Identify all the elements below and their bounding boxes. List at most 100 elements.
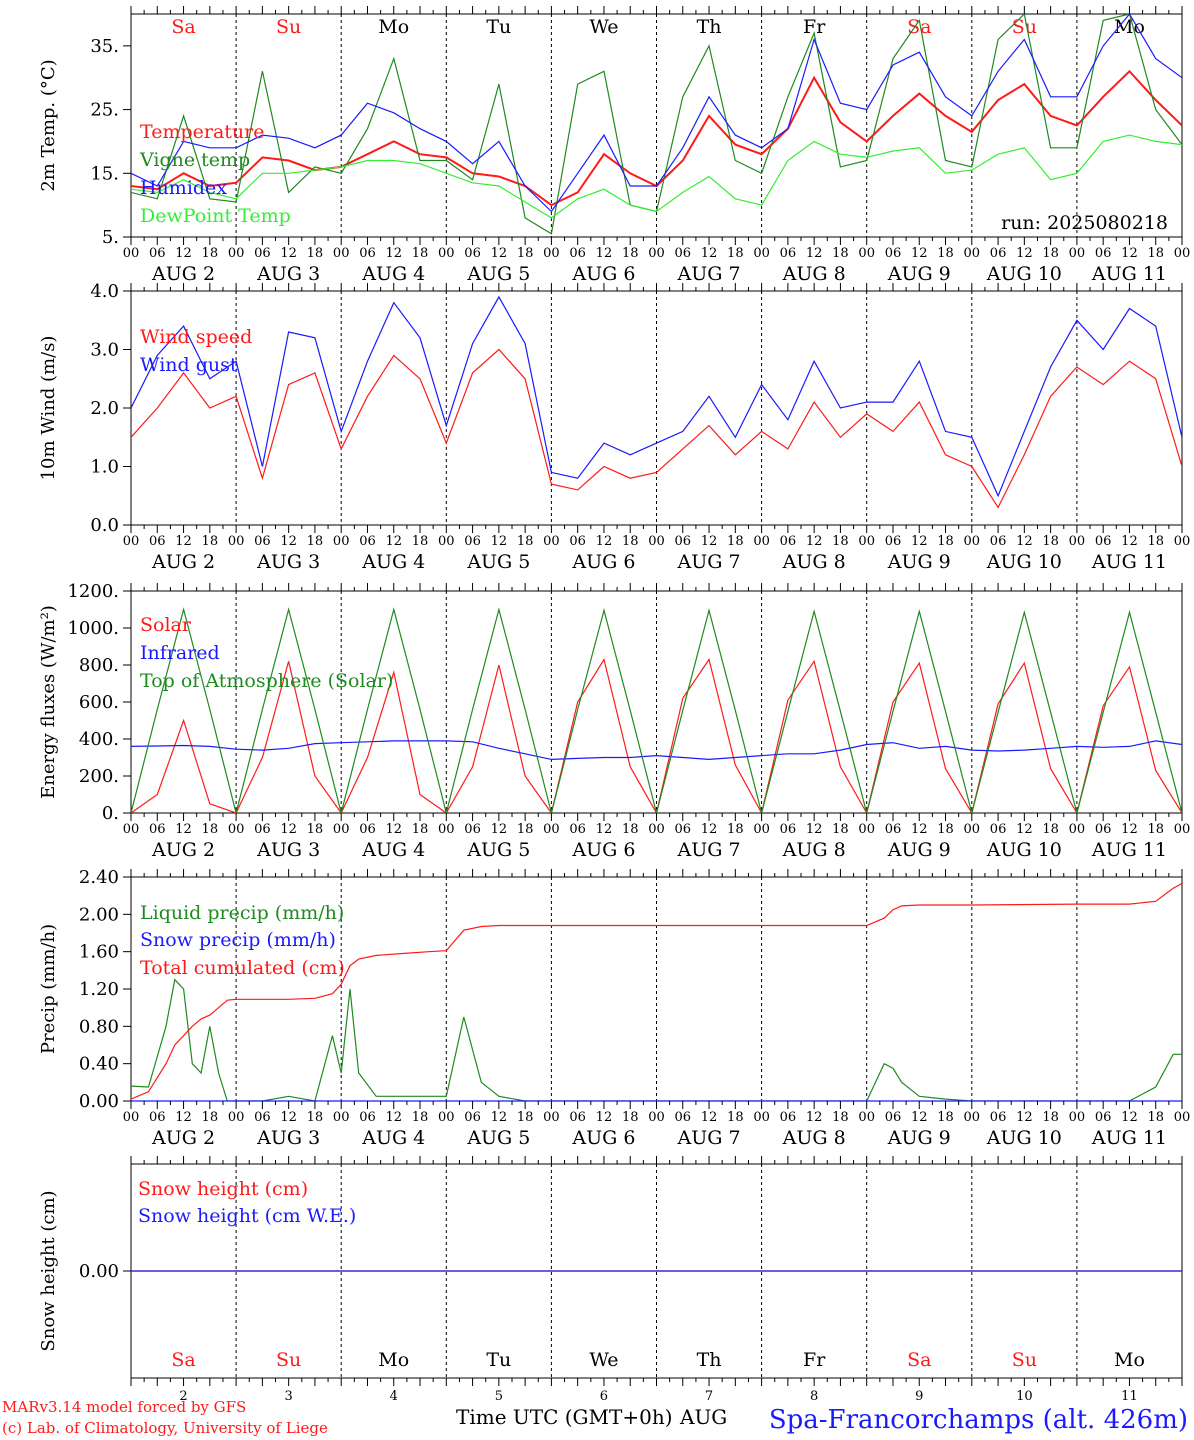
x-day-label: AUG 10 [986,839,1062,861]
x-hour-label: 00 [858,822,875,837]
x-hour-label: 06 [464,1110,481,1125]
x-hour-label: 06 [569,1110,586,1125]
series-line-top-of-atmosphere-solar [131,607,1182,813]
x-hour-label: 12 [280,246,297,261]
x-day-label: AUG 8 [782,1127,846,1149]
y-tick-label: 3.0 [90,340,119,361]
x-hour-label: 18 [832,822,849,837]
x-hour-label: 12 [806,822,823,837]
x-hour-label: 06 [254,1110,271,1125]
x-hour-label: 12 [701,246,718,261]
y-tick-label: 0.00 [79,1091,119,1112]
y-tick-label: 0.80 [79,1016,119,1037]
x-day-label: AUG 6 [571,263,635,285]
x-hour-label: 00 [858,1110,875,1125]
y-tick-label: 0.0 [90,515,119,536]
y-axis-title: 10m Wind (m/s) [38,336,59,481]
y-tick-label: 1.20 [79,979,119,1000]
x-hour-label: 00 [123,1110,140,1125]
x-hour-label: 12 [1121,822,1138,837]
panel-precip: 0.00 0.40 0.80 1.20 1.60 2.00 2.40 Precip (mm/h… [38,867,1190,1149]
x-hour-label: 06 [780,246,797,261]
x-hour-label: 18 [307,246,324,261]
x-hour-label: 06 [885,1110,902,1125]
x-hour-label: 18 [727,246,744,261]
x-hour-label: 06 [149,822,166,837]
weekday-label: Tu [486,1349,511,1371]
x-hour-label: 06 [675,822,692,837]
x-day-label: AUG 5 [466,1127,530,1149]
y-tick-label: 0.00 [79,1261,119,1282]
x-hour-label: 18 [832,534,849,549]
legend-entry: Solar [140,614,192,636]
y-axis-title: Precip (mm/h) [38,924,59,1054]
x-hour-label: 18 [517,1110,534,1125]
x-hour-label: 18 [202,822,219,837]
x-hour-label: 18 [727,822,744,837]
x-day-label: AUG 7 [677,1127,741,1149]
x-hour-label: 06 [569,822,586,837]
legend-entry: Snow height (cm) [138,1178,308,1200]
x-hour-label: 18 [412,1110,429,1125]
x-hour-label: 06 [780,534,797,549]
x-hour-label: 12 [1121,534,1138,549]
x-hour-label: 18 [937,246,954,261]
y-tick-label: 400. [79,729,119,750]
x-day-label: AUG 6 [571,839,635,861]
x-hour-label: 06 [464,534,481,549]
legend-entry: Infrared [140,642,220,664]
x-axis-title: Time UTC (GMT+0h) [456,1405,673,1429]
x-hour-label: 06 [780,822,797,837]
x-day-number: 9 [915,1389,923,1404]
x-hour-label: 00 [964,1110,981,1125]
x-hour-label: 12 [701,822,718,837]
x-day-label: AUG 10 [986,551,1062,573]
panel-energy: 0. 200. 400. 600. 800. 1000. 1200. Energy fluxe… [38,581,1190,861]
x-hour-label: 18 [1042,822,1059,837]
series-line-wind-speed [131,348,1182,509]
x-hour-label: 00 [1069,822,1086,837]
x-hour-label: 06 [1095,1110,1112,1125]
weekday-label: We [589,16,618,38]
x-hour-label: 12 [175,822,192,837]
legend-entry: Liquid precip (mm/h) [140,902,344,924]
x-hour-label: 12 [175,1110,192,1125]
x-day-label: AUG 8 [782,551,846,573]
series-line-humidex [131,14,1182,213]
x-hour-label: 00 [123,534,140,549]
x-day-label: AUG 3 [256,839,320,861]
x-day-label: AUG 11 [1091,839,1167,861]
x-hour-label: 12 [701,1110,718,1125]
y-tick-label: 25. [90,100,119,121]
x-hour-label: 12 [491,1110,508,1125]
y-tick-label: 600. [79,692,119,713]
x-hour-label: 06 [780,1110,797,1125]
x-day-label: AUG 4 [361,839,425,861]
x-hour-label: 06 [990,534,1007,549]
legend-entry: Temperature [140,121,264,143]
x-day-number: 10 [1016,1389,1033,1404]
weekday-label: Fr [803,16,826,38]
x-hour-label: 00 [648,534,665,549]
series-line-solar [131,657,1182,813]
x-hour-label: 12 [1016,246,1033,261]
x-hour-label: 06 [149,534,166,549]
x-hour-label: 12 [806,534,823,549]
legend-entry: Top of Atmosphere (Solar) [140,670,393,692]
x-hour-label: 00 [648,246,665,261]
x-hour-label: 12 [385,246,402,261]
x-hour-label: 06 [464,822,481,837]
x-day-label: AUG 3 [256,1127,320,1149]
y-tick-label: 15. [90,163,119,184]
x-day-label: AUG 2 [151,551,215,573]
x-day-label: AUG 2 [151,839,215,861]
x-hour-label: 18 [1042,534,1059,549]
x-hour-label: 18 [307,1110,324,1125]
x-hour-label: 18 [202,1110,219,1125]
x-hour-label: 06 [569,534,586,549]
y-axis-title: Energy fluxes (W/m²) [38,605,59,799]
x-hour-label: 12 [701,534,718,549]
x-hour-label: 12 [491,246,508,261]
y-tick-label: 2.40 [79,867,119,888]
x-hour-label: 06 [990,822,1007,837]
